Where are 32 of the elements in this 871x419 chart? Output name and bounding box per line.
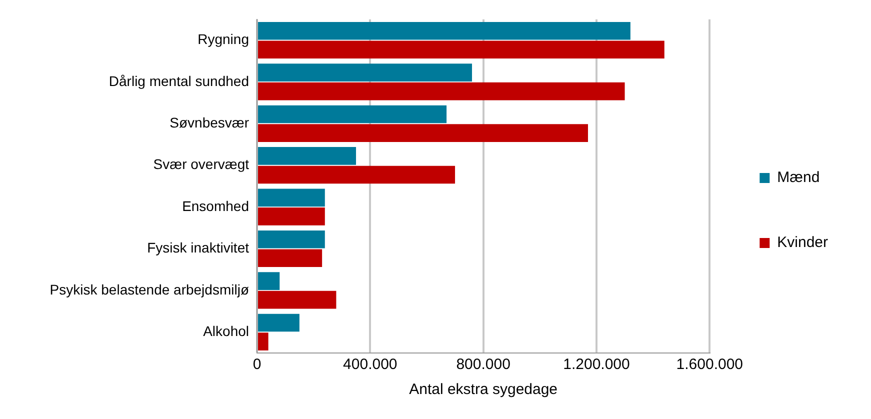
y-tick-label: Alkohol [203,323,249,340]
legend-label: Mænd [777,169,820,186]
bar [258,332,268,350]
bar [258,230,325,248]
x-tick-label: 400.000 [343,356,398,374]
bar [258,290,336,309]
x-axis-title: Antal ekstra sygedage [409,381,558,398]
x-tick-label: 0 [252,356,262,374]
x-tick-label: 800.000 [456,356,510,374]
x-tick-label: 1.200.000 [563,356,630,374]
bar [258,82,625,100]
y-tick-label: Fysisk inaktivitet [147,240,250,256]
legend-label: Kvinder [777,234,828,252]
bar [258,64,472,82]
bar [258,22,630,40]
bar [258,249,322,268]
bar [258,208,325,226]
y-tick-label: Psykisk belastende arbejdsmiljø [50,281,250,298]
bar [258,314,300,332]
y-tick-label: Ensomhed [182,198,249,214]
bar [258,105,447,124]
bar [258,272,280,290]
bar [258,147,356,165]
y-tick-label: Svær overvægt [153,156,250,172]
bar [258,166,456,184]
bar [258,188,325,207]
bar [258,40,664,59]
bar [258,124,588,142]
y-tick-label: Søvnbesvær [170,114,250,131]
x-tick-label: 1.600.000 [676,356,744,374]
y-tick-label: Dårlig mental sundhed [108,72,249,89]
y-tick-label: Rygning [198,31,249,48]
